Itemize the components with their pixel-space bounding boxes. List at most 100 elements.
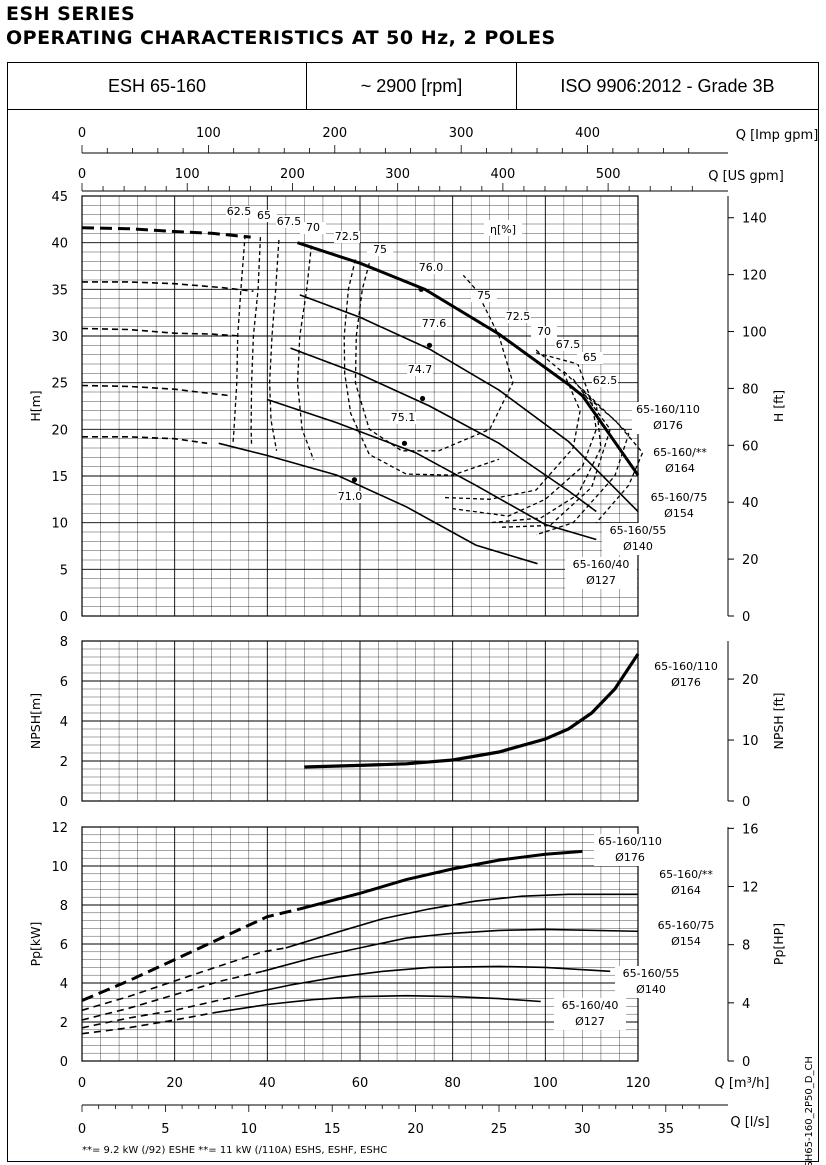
power-curve-dashed — [81, 907, 301, 1002]
head-curve-label: 65-160/55 — [610, 524, 667, 537]
efficiency-label: 72.5 — [506, 310, 531, 323]
ls-tick-label: 5 — [161, 1122, 169, 1137]
efficiency-curve — [443, 349, 581, 500]
head-ytick-right: 100 — [742, 326, 767, 341]
m3h-tick-label: 120 — [626, 1076, 651, 1091]
efficiency-curve — [250, 237, 262, 447]
power-ytick: 6 — [60, 938, 68, 953]
head-ytick: 40 — [51, 237, 68, 252]
efficiency-label: 65 — [257, 209, 271, 222]
head-curve-label: 65-160/40 — [573, 558, 630, 571]
head-curve-label: 65-160/** — [653, 446, 707, 459]
npsh-ytick: 4 — [60, 715, 68, 730]
power-curve-diameter: Ø127 — [575, 1015, 605, 1028]
imp-gpm-tick-label: 300 — [449, 126, 474, 141]
power-curve-dashed — [81, 970, 263, 1021]
head-ylabel: H[m] — [28, 390, 43, 421]
us-gpm-tick-label: 400 — [490, 167, 515, 182]
efficiency-label: 67.5 — [556, 338, 581, 351]
head-curve-dashed — [82, 436, 208, 445]
npsh-ytick-right: 0 — [742, 795, 750, 810]
npsh-curve-diameter: Ø176 — [671, 676, 701, 689]
head-curve-diameter: Ø140 — [623, 540, 653, 553]
power-ytick-right: 12 — [742, 881, 759, 896]
efficiency-label: 67.5 — [277, 215, 302, 228]
head-curve-label-bg — [565, 557, 637, 589]
efficiency-label: 75.1 — [391, 411, 416, 424]
power-curve-label: 65-160/** — [659, 868, 713, 881]
power-ylabel: Pp[kW] — [28, 922, 43, 967]
head-curve-diameter: Ø154 — [664, 507, 694, 520]
efficiency-curve — [268, 239, 280, 451]
m3h-tick-label: 60 — [352, 1076, 369, 1091]
power-ytick-right: 8 — [742, 939, 750, 954]
efficiency-label-bg — [337, 491, 363, 503]
head-ytick-right: 0 — [742, 610, 750, 625]
head-curve-dashed — [82, 281, 254, 292]
efficiency-label-bg — [577, 352, 603, 364]
power-curve-dashed — [81, 1011, 217, 1035]
power-curve-label-bg — [554, 998, 626, 1030]
power-curve-diameter: Ø140 — [636, 983, 666, 996]
power-ytick: 8 — [60, 899, 68, 914]
npsh-ytick-right: 10 — [742, 734, 759, 749]
power-curve-diameter: Ø176 — [615, 851, 645, 864]
head-ytick: 10 — [51, 517, 68, 532]
efficiency-point — [351, 477, 358, 483]
efficiency-curve — [354, 263, 514, 452]
efficiency-label-bg — [276, 216, 302, 228]
head-ytick: 35 — [51, 283, 68, 298]
power-curve-label: 65-160/75 — [658, 919, 715, 932]
efficiency-curve — [489, 371, 602, 524]
power-curve-dashed — [81, 995, 236, 1029]
efficiency-label-bg — [592, 375, 618, 387]
head-ytick: 20 — [51, 423, 68, 438]
head-curve — [218, 442, 538, 565]
power-ytick-right: 0 — [742, 1055, 750, 1070]
head-curve — [267, 398, 597, 541]
npsh-curve — [304, 653, 640, 769]
standard-cell: ISO 9906:2012 - Grade 3B — [516, 62, 819, 110]
power-curve-label: 65-160/40 — [562, 999, 619, 1012]
m3h-tick-label: 100 — [533, 1076, 558, 1091]
power-curve-diameter: Ø154 — [671, 935, 701, 948]
head-ytick-right: 20 — [742, 553, 759, 568]
ls-tick-label: 0 — [78, 1122, 86, 1137]
efficiency-label-bg — [251, 210, 277, 222]
m3h-tick-label: 80 — [444, 1076, 461, 1091]
head-curve-dashed — [81, 327, 240, 337]
head-curve-diameter: Ø164 — [665, 462, 695, 475]
npsh-plot-area — [81, 640, 639, 802]
imp-gpm-tick-label: 200 — [322, 126, 347, 141]
npsh-ytick: 8 — [60, 635, 68, 650]
head-ytick-right: 140 — [742, 212, 767, 227]
us-gpm-tick-label: 200 — [280, 167, 305, 182]
head-ytick: 25 — [51, 377, 68, 392]
m3h-tick-label: 0 — [78, 1076, 86, 1091]
power-ytick: 2 — [60, 1016, 68, 1031]
us-gpm-tick-label: 300 — [385, 167, 410, 182]
power-curve-label-bg — [650, 867, 722, 899]
efficiency-point — [426, 342, 433, 348]
efficiency-point — [419, 395, 426, 402]
efficiency-axis-label: η[%] — [490, 223, 516, 236]
power-curve-label-bg — [594, 834, 666, 866]
head-curve — [290, 347, 597, 513]
us-gpm-tick-label: 100 — [175, 167, 200, 182]
m3h-tick-label: 20 — [166, 1076, 183, 1091]
npsh-ylabel-right: NPSH [ft] — [771, 692, 786, 749]
npsh-curve-label: 65-160/110 — [654, 660, 718, 673]
power-curve-label-bg — [650, 918, 722, 950]
eta-label-bg — [484, 220, 522, 236]
us-gpm-tick-label: 500 — [596, 167, 621, 182]
head-curve-label: 65-160/75 — [651, 491, 708, 504]
efficiency-label: 62.5 — [593, 374, 618, 387]
efficiency-point — [401, 440, 408, 446]
efficiency-label-bg — [531, 326, 557, 338]
power-ytick: 12 — [51, 821, 68, 836]
head-curve-diameter: Ø127 — [586, 574, 616, 587]
head-curve-dashed — [81, 384, 231, 397]
efficiency-label: 75 — [373, 243, 387, 256]
efficiency-label: 74.7 — [408, 363, 433, 376]
